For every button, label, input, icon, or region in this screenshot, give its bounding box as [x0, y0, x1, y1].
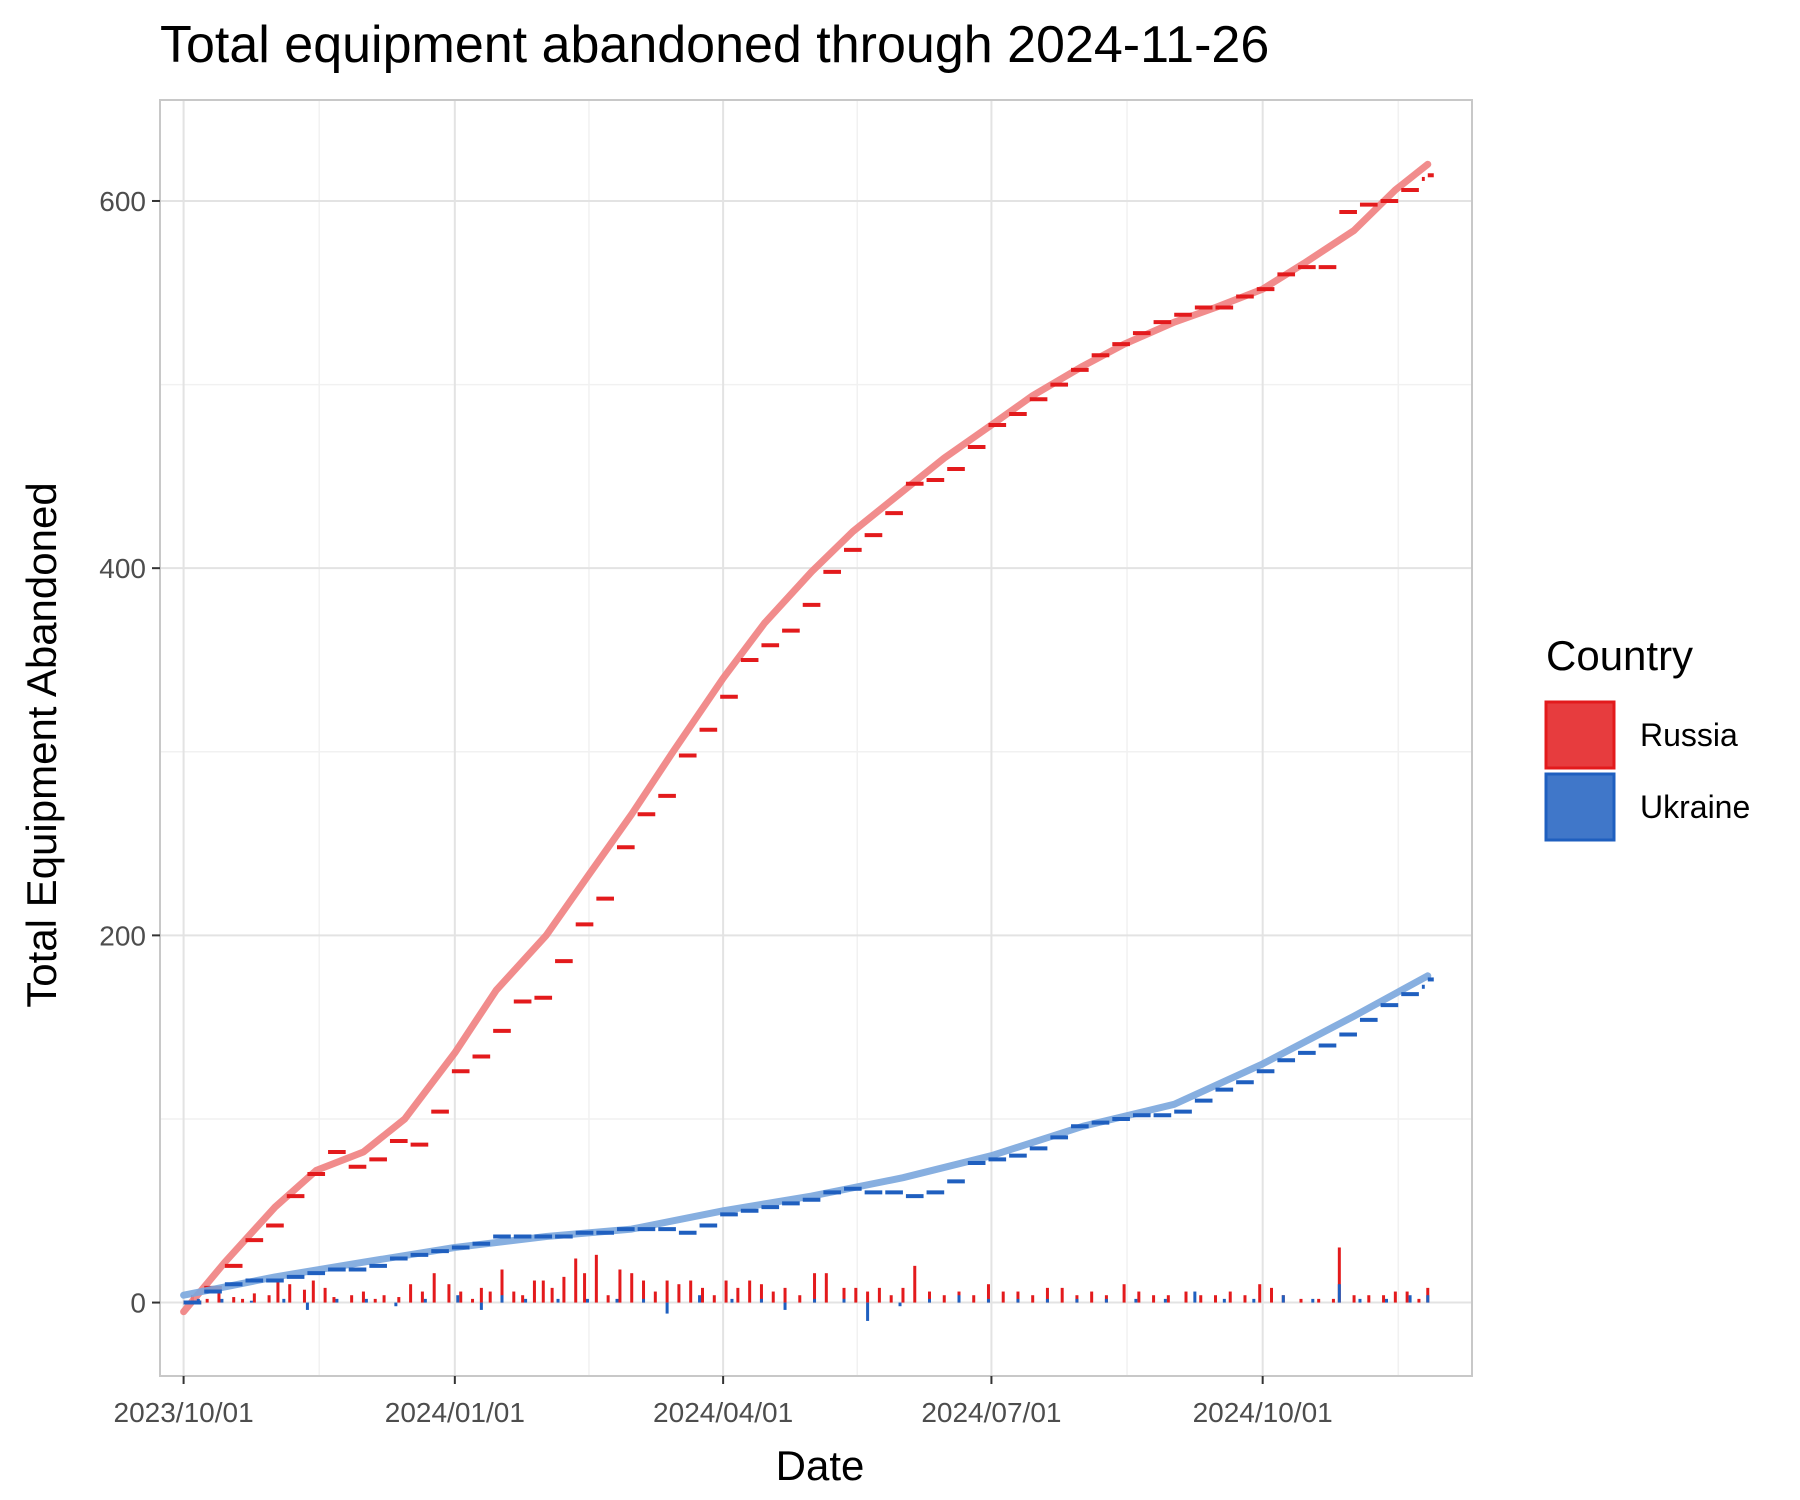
- x-tick-label: 2024/04/01: [653, 1397, 793, 1428]
- legend-swatch: [1544, 772, 1616, 842]
- x-tick-label: 2023/10/01: [114, 1397, 254, 1428]
- chart-title: Total equipment abandoned through 2024-1…: [160, 16, 1269, 74]
- y-tick-label: 400: [99, 553, 146, 584]
- x-tick-label: 2024/10/01: [1193, 1397, 1333, 1428]
- legend-title: Country: [1546, 632, 1693, 679]
- legend-label: Ukraine: [1640, 789, 1750, 825]
- grid-minor: [160, 100, 1472, 1376]
- series-ukraine: [180, 972, 1434, 1321]
- legend-item-ukraine: Ukraine: [1544, 772, 1750, 842]
- y-tick-label: 200: [99, 920, 146, 951]
- plot-border: [159, 99, 1473, 1377]
- legend: Country Russia Ukraine: [1544, 632, 1750, 842]
- x-axis-ticks: 2023/10/01 2024/01/01 2024/04/01 2024/07/01…: [114, 1376, 1333, 1428]
- legend-swatch: [1544, 700, 1616, 770]
- legend-item-russia: Russia: [1544, 700, 1738, 770]
- legend-label: Russia: [1640, 717, 1738, 753]
- x-axis-title: Date: [776, 1442, 865, 1489]
- y-axis-ticks: 0 200 400 600: [99, 186, 160, 1319]
- grid-major: [160, 100, 1472, 1376]
- trend-line-russia: [180, 160, 1432, 1316]
- trend-line-ukraine: [180, 972, 1432, 1299]
- series-layer: [180, 160, 1434, 1321]
- plot-area: [159, 99, 1473, 1377]
- y-tick-label: 0: [130, 1288, 146, 1319]
- series-russia: [180, 160, 1434, 1316]
- x-tick-label: 2024/01/01: [385, 1397, 525, 1428]
- x-tick-label: 2024/07/01: [921, 1397, 1061, 1428]
- y-axis-title: Total Equipment Abandoned: [18, 482, 65, 1007]
- y-tick-label: 600: [99, 186, 146, 217]
